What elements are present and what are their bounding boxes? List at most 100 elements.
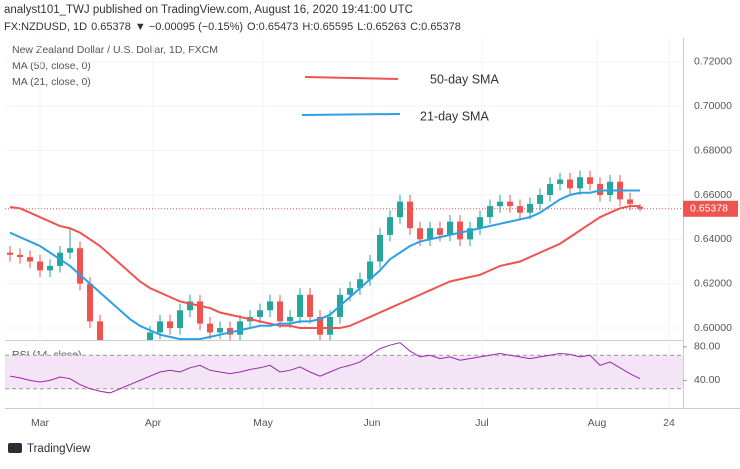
candle-body	[177, 310, 183, 329]
candle-body	[327, 316, 333, 335]
candle-body	[547, 183, 553, 195]
candle-body	[237, 321, 243, 335]
candle-body	[187, 301, 193, 311]
candle-body	[277, 301, 283, 322]
candle-body	[387, 217, 393, 235]
candle-body	[297, 294, 303, 317]
candle-body	[147, 332, 153, 340]
y-tick-label: 0.72000	[694, 56, 732, 68]
ohlc-value: 0.65595	[313, 21, 353, 33]
candle-body	[207, 323, 213, 333]
candle-body	[27, 257, 33, 262]
annotation-line	[301, 113, 401, 116]
candle-body	[477, 217, 483, 229]
x-tick-label: Apr	[145, 417, 162, 429]
candle-body	[557, 179, 563, 184]
candle-body	[157, 321, 163, 333]
candle-body	[37, 261, 43, 271]
last-price: 0.65378	[91, 21, 131, 33]
candle-body	[317, 316, 323, 335]
pane-divider	[5, 340, 683, 341]
y-tick-label: 0.70000	[694, 100, 732, 112]
candle-body	[437, 228, 443, 235]
ohlc-value: 0.65378	[421, 21, 461, 33]
y-tick-label: 0.68000	[694, 144, 732, 156]
candle-body	[7, 252, 13, 255]
candle-body	[17, 254, 23, 258]
price-label-box	[683, 200, 738, 217]
ohlc-key: H:	[302, 21, 313, 33]
candle-body	[267, 301, 273, 311]
author-line: analyst101_TWJ published on TradingView.…	[4, 4, 413, 16]
y-tick-label: 0.60000	[694, 322, 732, 334]
candle-body	[467, 228, 473, 240]
ohlc-value: 0.65473	[259, 21, 299, 33]
candle-body	[347, 288, 353, 295]
footer-logo	[8, 443, 22, 453]
x-tick-label: Mar	[31, 417, 50, 429]
annotation-text: 21-day SMA	[420, 109, 489, 123]
time-axis-border	[5, 408, 740, 409]
x-tick-label: Jun	[364, 417, 381, 429]
candle-body	[197, 301, 203, 324]
annotation-line	[304, 76, 399, 80]
candle-body	[457, 221, 463, 240]
y-tick-label: 0.66000	[694, 189, 732, 201]
candle-body	[637, 206, 643, 209]
candle-body	[627, 199, 633, 204]
candle-body	[377, 234, 383, 262]
x-tick-label: May	[253, 417, 274, 429]
candle-body	[427, 228, 433, 240]
price-label: 0.65378	[690, 203, 728, 215]
ohlc-key: O:	[247, 21, 259, 33]
x-tick-label: Jul	[475, 417, 488, 429]
candle-body	[227, 328, 233, 335]
candle-body	[167, 321, 173, 329]
candle-body	[47, 265, 53, 271]
candle-body	[487, 206, 493, 218]
footer-text: TradingView	[27, 443, 91, 455]
candle-body	[587, 177, 593, 184]
candle-body	[537, 194, 543, 204]
candle-body	[87, 283, 93, 322]
change: ▼ −0.00095 (−0.15%)	[135, 21, 243, 33]
y-tick-label: 0.62000	[694, 277, 732, 289]
candle-body	[97, 321, 103, 340]
candle-body	[217, 328, 223, 333]
candle-body	[67, 248, 73, 253]
rsi-tick-label: 80.00	[694, 341, 720, 353]
candle-body	[257, 310, 263, 317]
candle-body	[287, 316, 293, 322]
candle-body	[357, 279, 363, 289]
ohlc-key: C:	[410, 21, 421, 33]
legend-ma50: MA (50, close, 0)	[12, 60, 91, 72]
candle-body	[407, 201, 413, 229]
ohlc-key: L:	[357, 21, 366, 33]
candle-body	[597, 183, 603, 195]
x-tick-label: 24	[663, 417, 675, 429]
candle-body	[77, 248, 83, 284]
candle-body	[447, 221, 453, 235]
price-axis-border	[683, 38, 684, 408]
candle-body	[567, 179, 573, 189]
candle-body	[507, 201, 513, 207]
candle-body	[517, 206, 523, 213]
symbol: FX:NZDUSD, 1D	[4, 21, 87, 33]
sma-line	[9, 205, 640, 330]
rsi-line	[9, 342, 641, 394]
main-pane	[7, 170, 643, 340]
rsi-band-fill	[5, 355, 683, 389]
candle-body	[577, 177, 583, 189]
annotation-text: 50-day SMA	[430, 72, 499, 86]
candle-body	[607, 181, 613, 195]
y-tick-label: 0.64000	[694, 233, 732, 245]
candle-body	[417, 228, 423, 240]
legend-ma21: MA (21, close, 0)	[12, 76, 91, 88]
candle-body	[307, 294, 313, 317]
rsi-pane	[9, 342, 641, 394]
rsi-tick-label: 40.00	[694, 374, 720, 386]
chart-title: New Zealand Dollar / U.S. Dollar, 1D, FX…	[12, 44, 218, 56]
symbol-line: FX:NZDUSD, 1D 0.65378 ▼ −0.00095 (−0.15%) O…	[4, 21, 461, 33]
x-tick-label: Aug	[588, 417, 607, 429]
